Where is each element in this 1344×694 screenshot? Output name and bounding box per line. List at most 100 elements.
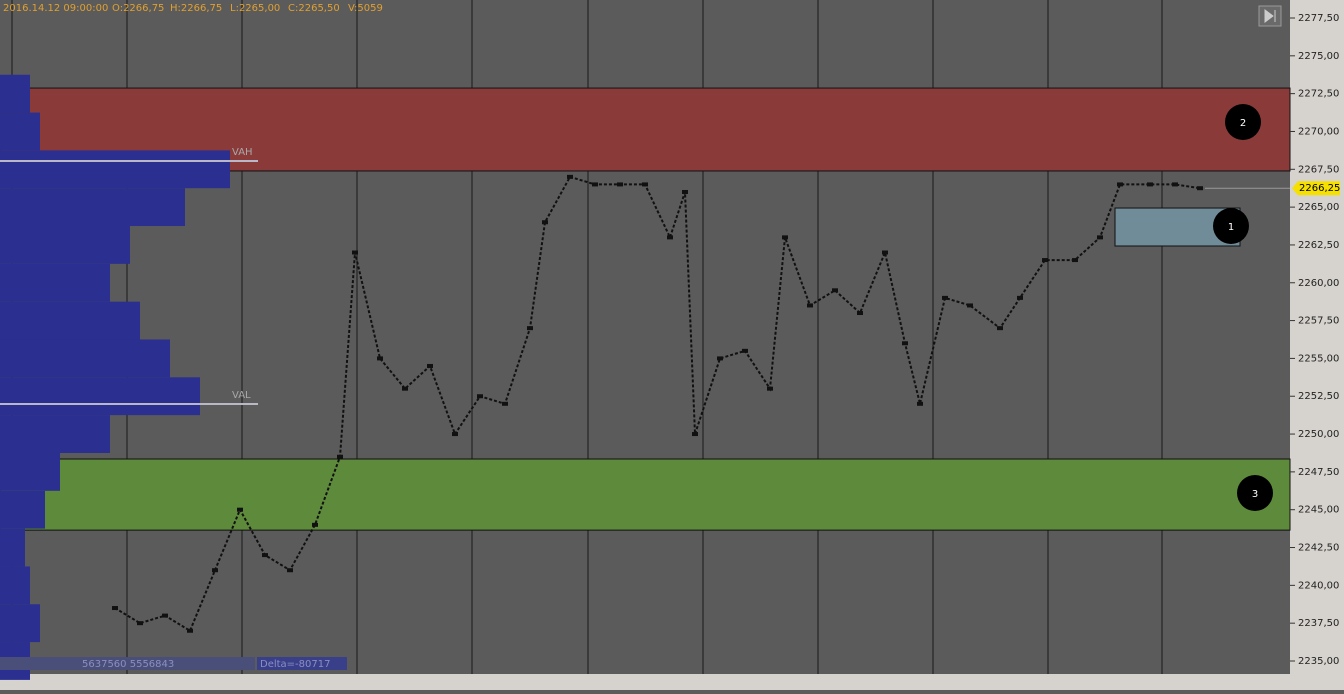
footer-box [0, 657, 255, 670]
y-tick-label: 2257,50 [1298, 316, 1339, 327]
time-axis [0, 674, 1290, 690]
price-bar [1147, 182, 1153, 187]
profile-bar [0, 566, 30, 605]
price-bar [902, 341, 908, 346]
price-bar [1097, 235, 1103, 240]
y-tick-label: 2250,00 [1298, 429, 1339, 440]
price-bar [1172, 182, 1178, 187]
price-bar [477, 394, 483, 399]
y-tick-label: 2255,00 [1298, 353, 1339, 364]
price-bar [967, 303, 973, 308]
price-bar [112, 606, 118, 611]
profile-bar [0, 263, 110, 302]
price-bar [832, 288, 838, 293]
price-bar [917, 401, 923, 406]
y-tick-label: 2260,00 [1298, 278, 1339, 289]
profile-bar [0, 339, 170, 378]
profile-bar [0, 74, 30, 113]
price-axis [1290, 0, 1344, 690]
footer-delta: Delta=-80717 [260, 659, 330, 670]
price-bar [542, 220, 548, 225]
zone [0, 458, 1291, 531]
price-bar [742, 348, 748, 353]
price-bar [617, 182, 623, 187]
zones: 2 3 1 [0, 87, 1291, 531]
y-tick-label: 2277,50 [1298, 13, 1339, 24]
price-bar [237, 507, 243, 512]
price-bar [642, 182, 648, 187]
y-tick-label: 2265,00 [1298, 202, 1339, 213]
y-tick-label: 2235,00 [1298, 656, 1339, 667]
price-bar [352, 250, 358, 255]
profile-bar [0, 188, 185, 227]
price-bar [682, 189, 688, 194]
price-bar [767, 386, 773, 391]
header-volume: V:5059 [348, 3, 383, 14]
profile-bar [0, 604, 40, 643]
zone-marker [1225, 104, 1261, 140]
price-bar [1197, 186, 1203, 191]
zone-marker [1213, 208, 1249, 244]
price-bar [942, 295, 948, 300]
y-tick-label: 2245,00 [1298, 505, 1339, 516]
level-label: VAH [232, 147, 253, 158]
price-bar [427, 363, 433, 368]
price-bar [212, 568, 218, 573]
price-bar [527, 326, 533, 331]
price-bar [567, 174, 573, 179]
price-bar [137, 621, 143, 626]
price-bar [502, 401, 508, 406]
price-bar [857, 311, 863, 316]
price-bar [782, 235, 788, 240]
scroll-icon [1264, 9, 1276, 23]
price-bar [262, 553, 268, 558]
price-bar [1117, 182, 1123, 187]
header-close: C:2265,50 [288, 3, 340, 14]
price-bar [807, 303, 813, 308]
price-bar [377, 356, 383, 361]
price-bar [162, 613, 168, 618]
price-bar [592, 182, 598, 187]
profile-bar [0, 377, 200, 416]
price-bar [997, 326, 1003, 331]
price-bar [312, 522, 318, 527]
price-bar [187, 628, 193, 633]
y-tick-label: 2272,50 [1298, 89, 1339, 100]
profile-bar [0, 226, 130, 264]
delta-box [257, 657, 347, 670]
price-bar [402, 386, 408, 391]
zone-label: 1 [1228, 222, 1234, 233]
profile-bar [0, 528, 25, 567]
header-low: L:2265,00 [230, 3, 280, 14]
y-tick-label: 2262,50 [1298, 240, 1339, 251]
y-tick-label: 2237,50 [1298, 618, 1339, 629]
y-tick-label: 2242,50 [1298, 543, 1339, 554]
price-bar [1072, 258, 1078, 263]
profile-bar [0, 112, 40, 151]
zone-marker [1237, 475, 1273, 511]
y-tick-label: 2275,00 [1298, 51, 1339, 62]
footer-volumes: 5637560 5556843 [82, 659, 174, 670]
y-tick-label: 2247,50 [1298, 467, 1339, 478]
price-bar [667, 235, 673, 240]
profile-bar [0, 415, 110, 453]
price-plot [112, 174, 1203, 633]
price-bar [452, 432, 458, 437]
y-tick-label: 2240,00 [1298, 580, 1339, 591]
price-bar [692, 432, 698, 437]
header-date: 2016.14.12 09:00:00 [3, 3, 108, 14]
profile-bar [0, 452, 60, 491]
price-bar [1017, 295, 1023, 300]
price-bar [287, 568, 293, 573]
level-label: VAL [232, 390, 251, 401]
header-high: H:2266,75 [170, 3, 222, 14]
profile-bar [0, 150, 230, 189]
y-tick-label: 2267,50 [1298, 164, 1339, 175]
axis-labels: 2235,00 2237,50 2240,00 2242,50 2245,00 2247,… [1205, 13, 1340, 667]
zone-label: 3 [1252, 489, 1258, 500]
price-line [114, 175, 1201, 633]
price-bar [337, 454, 343, 459]
header-open: O:2266,75 [112, 3, 164, 14]
y-tick-label: 2270,00 [1298, 126, 1339, 137]
